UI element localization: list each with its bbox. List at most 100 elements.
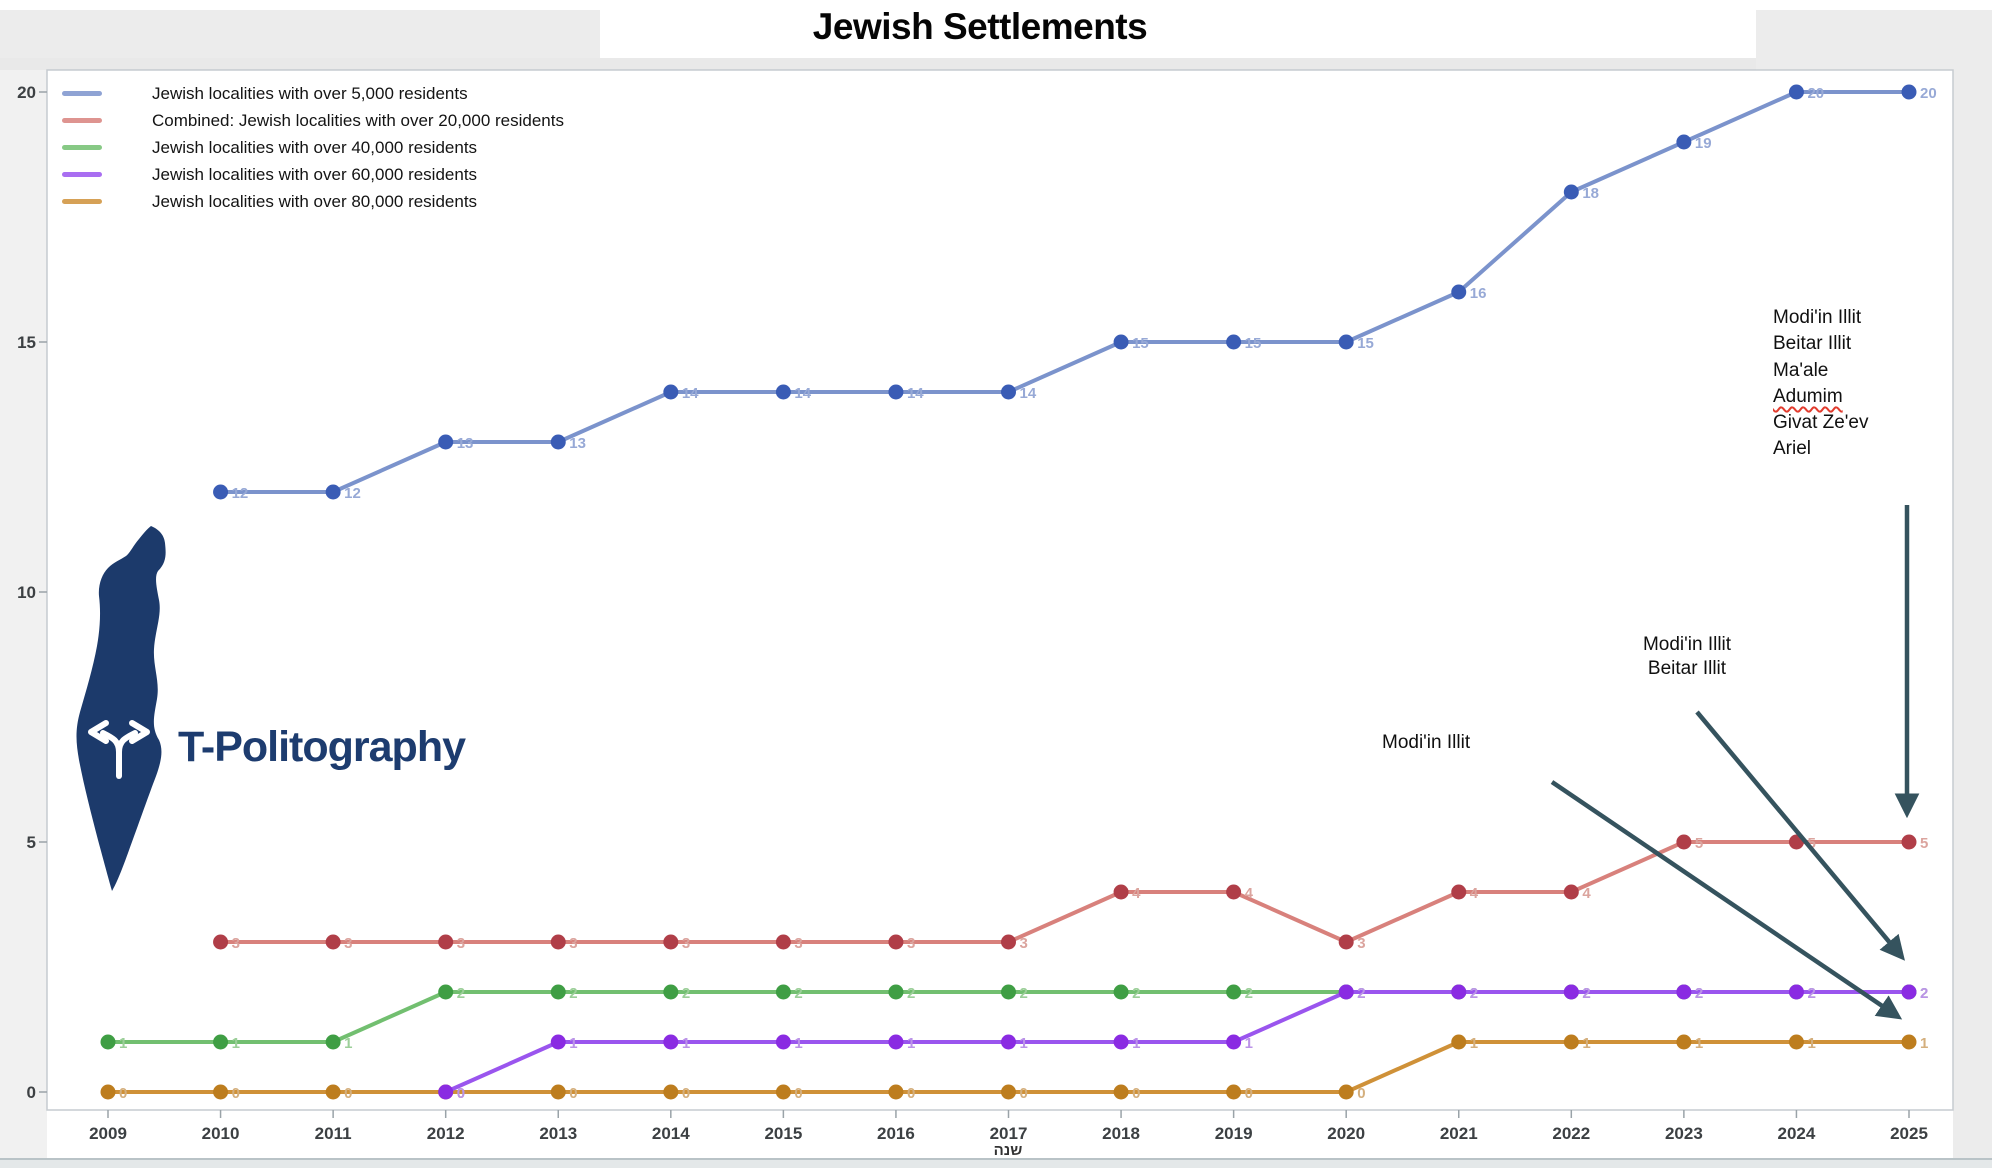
annotation-line: Modi'in Illit — [1642, 634, 1732, 655]
data-point-label-over60000: 2 — [1807, 985, 1815, 1002]
legend-item-4: Jewish localities with over 80,000 resid… — [62, 188, 564, 215]
data-point-over40000 — [663, 984, 679, 1000]
data-point-over60000 — [550, 1034, 566, 1050]
data-point-over5000 — [1676, 134, 1692, 150]
data-point-over5000 — [1788, 84, 1804, 100]
background-band — [1953, 70, 1992, 1168]
data-point-over40000 — [438, 984, 454, 1000]
data-point-over5000 — [1451, 284, 1467, 300]
data-point-over40000 — [1226, 984, 1242, 1000]
data-point-label-over20000: 5 — [1920, 835, 1928, 852]
data-point-over60000 — [1451, 984, 1467, 1000]
data-point-over80000 — [1001, 1084, 1016, 1100]
data-point-over40000 — [888, 984, 904, 1000]
data-point-label-over60000: 1 — [1132, 1035, 1140, 1052]
legend-label: Jewish localities with over 60,000 resid… — [152, 164, 478, 184]
legend-label: Combined: Jewish localities with over 20… — [152, 110, 564, 130]
data-point-label-over20000: 3 — [794, 935, 802, 952]
data-point-label-over20000: 4 — [1245, 885, 1254, 902]
data-point-label-over80000: 1 — [1695, 1035, 1703, 1052]
background-band — [0, 58, 1992, 70]
data-point-label-over20000: 3 — [907, 935, 915, 952]
legend-label: Jewish localities with over 80,000 resid… — [152, 191, 478, 211]
data-point-over80000 — [1676, 1034, 1692, 1050]
series-line-over5000 — [220, 90, 1909, 494]
data-point-over20000 — [550, 934, 566, 950]
right-arrowhead — [129, 720, 150, 744]
data-point-label-over80000: 0 — [1357, 1085, 1365, 1102]
fork-right-branch — [116, 730, 138, 755]
data-point-label-over20000: 3 — [344, 935, 352, 952]
data-point-label-over20000: 3 — [232, 935, 240, 952]
data-point-over40000 — [213, 1034, 229, 1050]
data-point-over5000 — [550, 434, 566, 450]
x-axis-label: שנה — [993, 1142, 1023, 1159]
series-line-over60000 — [444, 990, 1909, 1094]
data-point-over40000 — [1001, 984, 1016, 1000]
data-point-over80000 — [663, 1084, 679, 1100]
data-point-label-over80000: 0 — [1020, 1085, 1028, 1102]
data-point-over40000 — [100, 1034, 116, 1050]
data-point-label-over80000: 1 — [1807, 1035, 1815, 1052]
data-point-label-over20000: 5 — [1807, 835, 1815, 852]
data-point-label-over5000: 16 — [1470, 285, 1487, 302]
data-point-over80000 — [1451, 1034, 1467, 1050]
data-point-label-over80000: 0 — [232, 1085, 240, 1102]
legend-swatch — [62, 145, 102, 150]
data-point-label-over5000: 14 — [907, 385, 924, 402]
data-point-over20000 — [1676, 834, 1692, 850]
data-point-label-over80000: 0 — [794, 1085, 802, 1102]
data-point-over40000 — [1113, 984, 1129, 1000]
arrow-to-80k-2025 — [1550, 780, 1903, 1020]
data-point-over80000 — [1901, 1034, 1917, 1050]
data-point-over60000 — [438, 1084, 454, 1100]
data-point-label-over5000: 14 — [1020, 385, 1037, 402]
data-point-label-over60000: 1 — [907, 1035, 915, 1052]
data-point-over60000 — [1788, 984, 1804, 1000]
x-tick-label: 2022 — [1552, 1124, 1590, 1143]
data-point-label-over40000: 2 — [1132, 985, 1140, 1002]
legend-swatch — [62, 118, 102, 123]
background-band — [0, 70, 47, 1168]
data-point-label-over20000: 5 — [1695, 835, 1703, 852]
data-point-label-over5000: 20 — [1807, 85, 1824, 102]
data-point-label-over80000: 1 — [1470, 1035, 1478, 1052]
y-tick-label: 10 — [17, 583, 36, 602]
data-point-label-over40000: 2 — [1245, 985, 1253, 1002]
data-point-label-over80000: 0 — [1132, 1085, 1140, 1102]
y-tick-label: 5 — [27, 833, 36, 852]
data-point-label-over80000: 0 — [344, 1085, 352, 1102]
annotation-line: Ma'ale — [1773, 359, 1829, 381]
legend-item-3: Jewish localities with over 60,000 resid… — [62, 161, 564, 188]
figure-card — [47, 70, 1953, 1158]
data-point-label-over40000: 2 — [457, 985, 465, 1002]
data-point-label-over5000: 15 — [1245, 335, 1262, 352]
x-tick-label: 2014 — [652, 1124, 690, 1143]
data-point-over5000 — [888, 384, 904, 400]
data-point-over20000 — [438, 934, 454, 950]
data-point-label-over20000: 3 — [682, 935, 690, 952]
data-point-over20000 — [1226, 884, 1242, 900]
fork-road-icon — [88, 720, 150, 779]
data-point-label-over80000: 0 — [682, 1085, 690, 1102]
annotation-settlement-list: Modi'in Illit Beitar Illit Ma'ale Adumim Giv… — [1773, 305, 1869, 463]
data-point-over80000 — [1226, 1084, 1242, 1100]
data-point-over80000 — [1563, 1034, 1579, 1050]
data-point-over80000 — [888, 1084, 904, 1100]
data-point-label-over80000: 1 — [1920, 1035, 1928, 1052]
legend-swatch — [62, 91, 102, 96]
data-point-over20000 — [1338, 934, 1354, 950]
data-point-label-over5000: 12 — [232, 485, 249, 502]
data-point-over60000 — [1113, 1034, 1129, 1050]
data-point-over60000 — [1563, 984, 1579, 1000]
data-point-label-over20000: 4 — [1582, 885, 1591, 902]
x-tick-label: 2025 — [1890, 1124, 1928, 1143]
legend-label: Jewish localities with over 5,000 reside… — [152, 83, 468, 103]
data-point-over20000 — [663, 934, 679, 950]
legend-swatch — [62, 172, 102, 177]
annotation-60k-localities: Modi'in Illit Beitar Illit — [1577, 633, 1797, 681]
data-point-label-over20000: 3 — [1357, 935, 1365, 952]
data-point-label-over60000: 2 — [1470, 985, 1478, 1002]
data-point-over5000 — [1563, 184, 1579, 200]
